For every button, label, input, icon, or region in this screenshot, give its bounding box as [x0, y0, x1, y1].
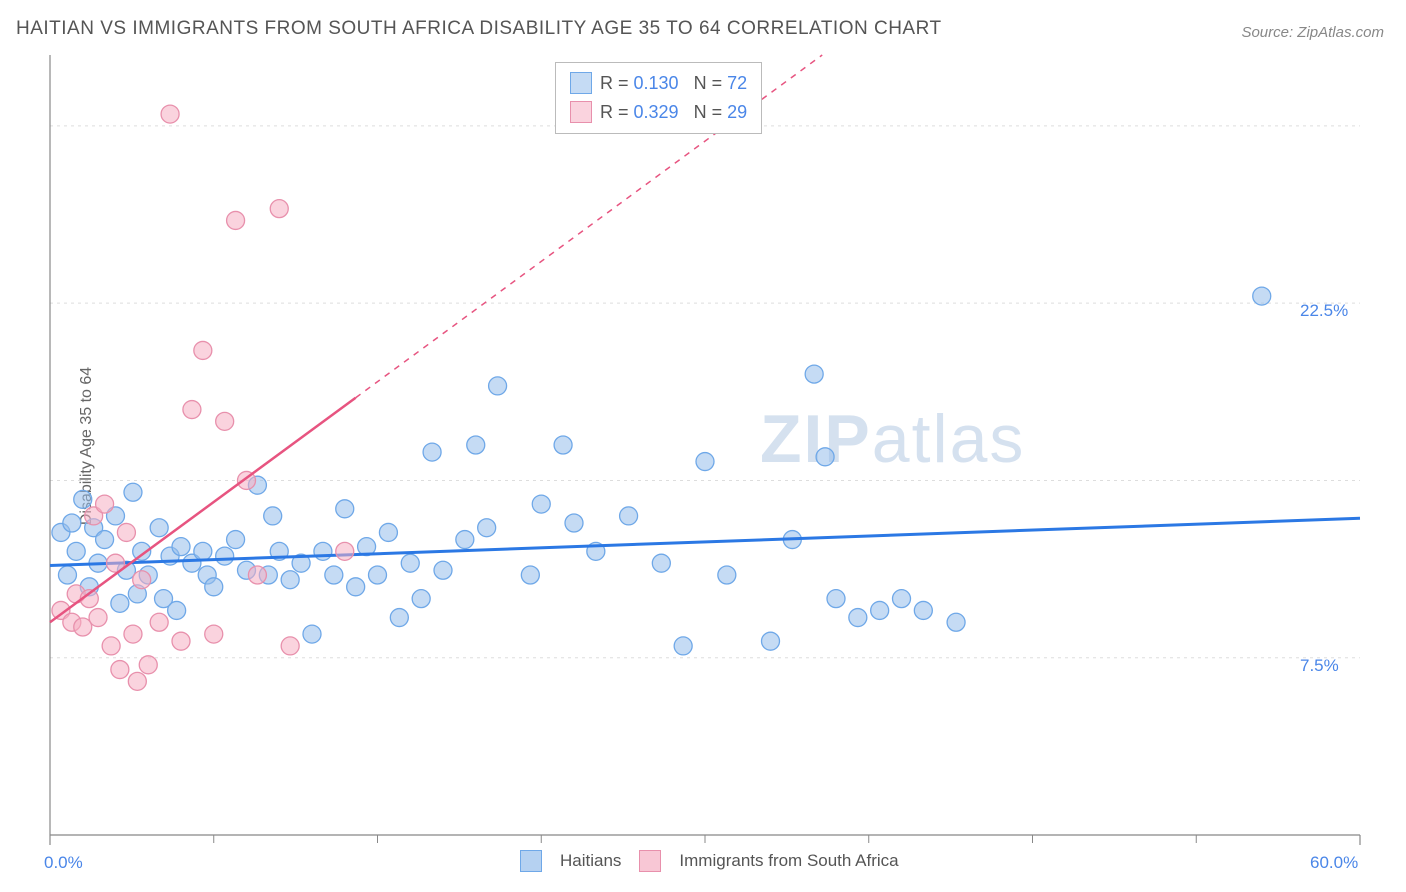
x-tick-label: 60.0% [1310, 853, 1358, 873]
scatter-plot [0, 0, 1406, 892]
legend-label: Immigrants from South Africa [679, 851, 898, 871]
x-tick-label: 0.0% [44, 853, 83, 873]
legend-swatch [520, 850, 542, 872]
stats-legend: R = 0.130 N = 72R = 0.329 N = 29 [555, 62, 762, 134]
legend-swatch [639, 850, 661, 872]
legend-swatch [570, 101, 592, 123]
stats-legend-row: R = 0.329 N = 29 [570, 98, 747, 127]
legend-label: Haitians [560, 851, 621, 871]
y-tick-label: 7.5% [1300, 656, 1339, 676]
series-legend: Haitians Immigrants from South Africa [520, 850, 899, 872]
legend-swatch [570, 72, 592, 94]
stats-legend-row: R = 0.130 N = 72 [570, 69, 747, 98]
y-tick-label: 22.5% [1300, 301, 1348, 321]
